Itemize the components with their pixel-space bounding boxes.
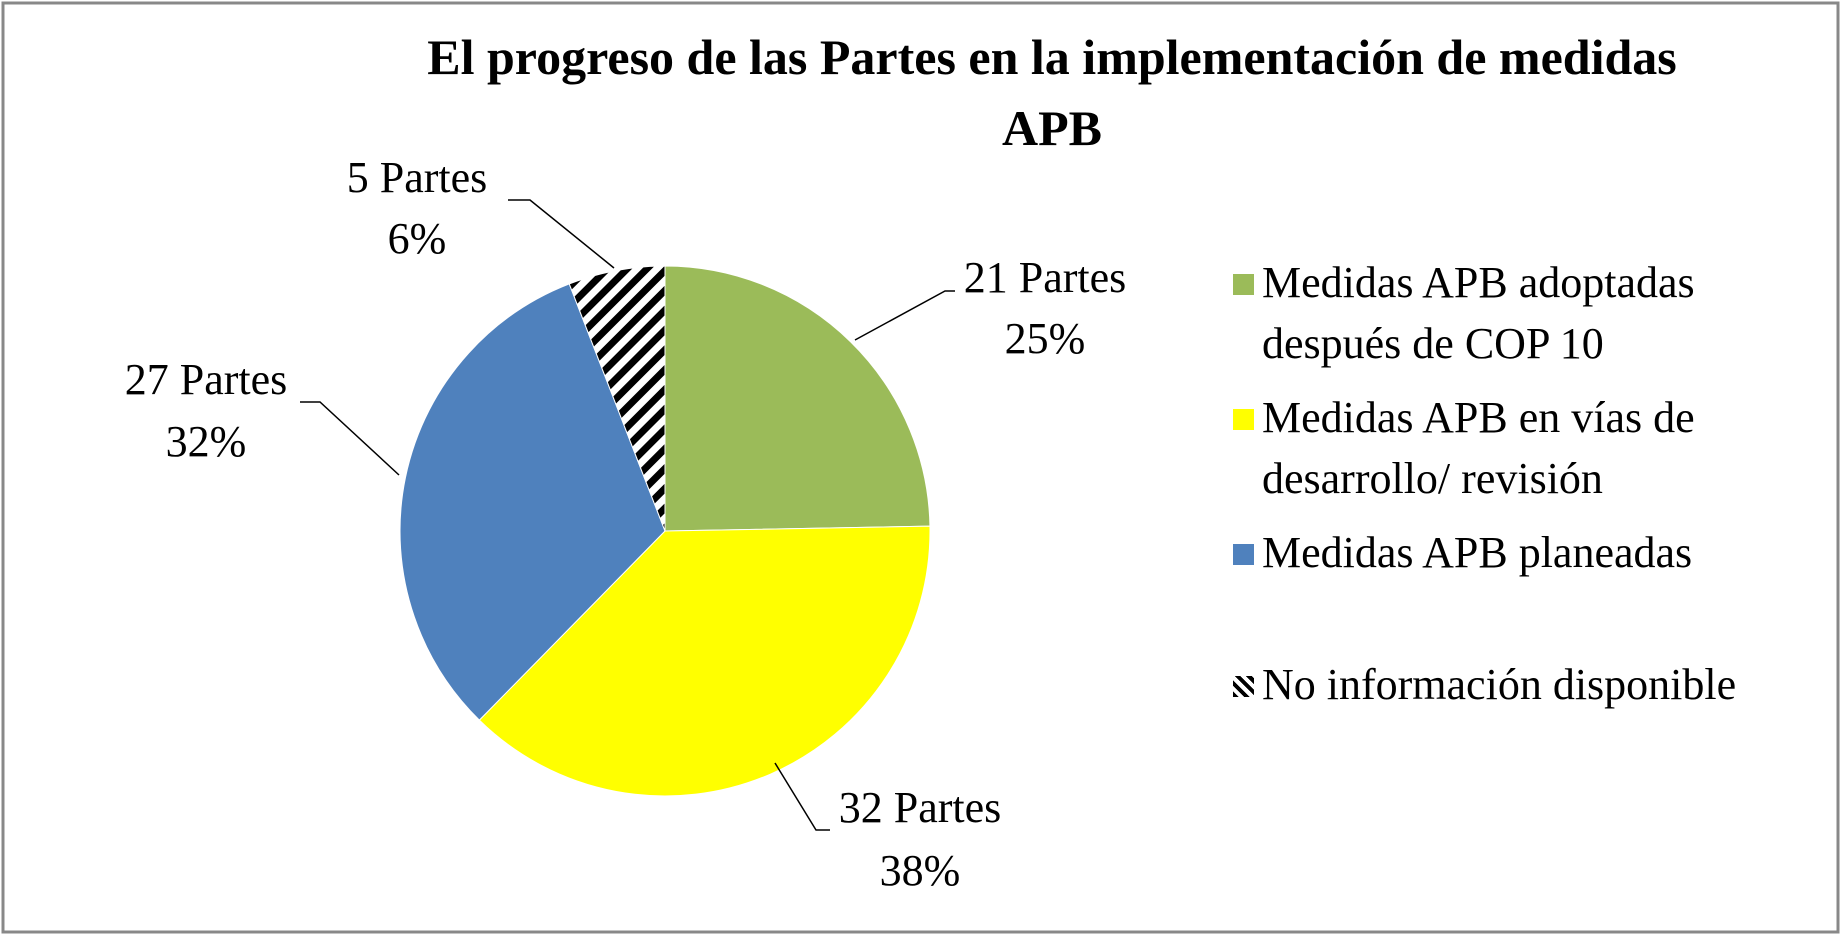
data-label: 6% (388, 214, 447, 263)
data-label: 27 Partes (125, 355, 288, 404)
legend-swatch (1233, 544, 1254, 565)
legend-swatch (1233, 409, 1254, 430)
pie-slice (568, 265, 666, 532)
legend-label: Medidas APB adoptadas después de COP 10 (1262, 258, 1695, 368)
data-label: 21 Partes (964, 253, 1127, 302)
pie-slice (664, 265, 931, 532)
pie-slice (478, 525, 931, 797)
leader-line (508, 199, 615, 269)
legend-swatch (1233, 676, 1254, 697)
leader-line (300, 401, 400, 476)
leader-line (774, 762, 830, 831)
legend-label: Medidas APB en vías de desarrollo/ revis… (1262, 393, 1695, 503)
leader-line (854, 290, 955, 341)
data-label: 32 Partes (839, 783, 1002, 832)
data-label: 25% (1005, 314, 1086, 363)
data-label: 5 Partes (347, 153, 488, 202)
legend-swatch (1233, 274, 1254, 295)
data-label: 32% (166, 417, 247, 466)
legend-label: Medidas APB planeadas (1262, 528, 1693, 577)
data-label: 38% (880, 846, 961, 895)
pie-slice (399, 283, 666, 721)
chart-title: El progreso de las Partes en la implemen… (427, 29, 1677, 156)
legend-label: No información disponible (1262, 660, 1737, 709)
